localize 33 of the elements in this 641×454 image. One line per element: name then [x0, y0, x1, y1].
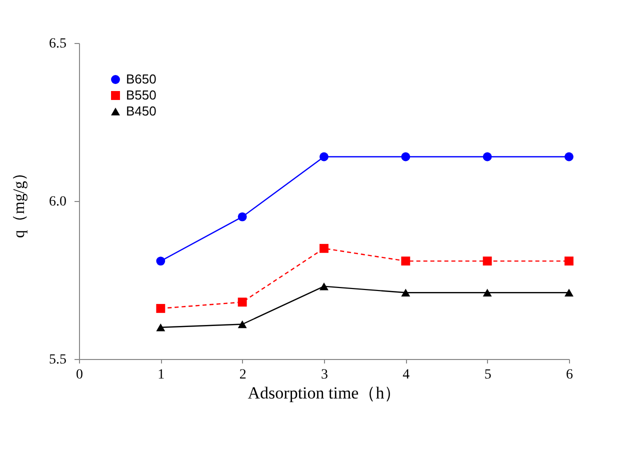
point	[564, 152, 574, 162]
y-axis-title: q（mg/g）	[11, 165, 28, 238]
point	[401, 152, 410, 162]
point	[238, 212, 247, 222]
x-tick-label: 5	[484, 368, 492, 382]
point	[401, 256, 410, 266]
point	[564, 256, 574, 266]
point	[482, 152, 492, 162]
point	[401, 288, 410, 297]
y-tick-label: 5.5	[49, 352, 66, 368]
x-tick-label: 4	[402, 368, 410, 382]
x-tick-label: 0	[76, 368, 83, 382]
point	[320, 282, 328, 290]
x-axis-title: Adsorption time（h）	[248, 384, 402, 402]
point	[320, 152, 328, 162]
point	[156, 324, 166, 332]
point	[320, 244, 328, 253]
point	[482, 256, 492, 266]
legend-label: B650	[126, 72, 156, 86]
point	[238, 320, 247, 328]
point	[156, 256, 166, 266]
point	[156, 304, 166, 313]
y-tick-label: 6.0	[49, 194, 66, 210]
point	[238, 298, 247, 307]
legend-label: B450	[126, 104, 156, 118]
point	[482, 288, 492, 297]
x-tick-label: 2	[239, 368, 246, 382]
legend-label: B550	[126, 88, 156, 102]
point	[564, 288, 574, 297]
x-tick-label: 1	[158, 368, 165, 382]
x-tick-label: 3	[321, 368, 328, 382]
y-tick-label: 6.5	[49, 36, 66, 52]
x-tick-label: 6	[566, 368, 573, 382]
